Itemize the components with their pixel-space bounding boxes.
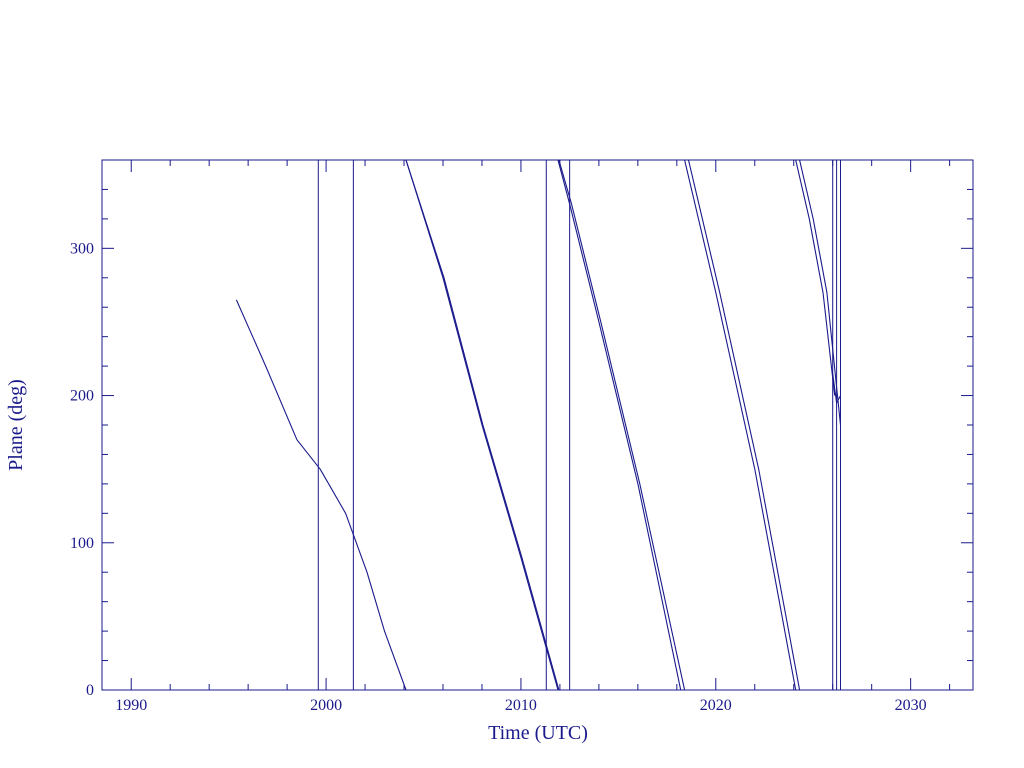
y-tick-label-0: 0: [86, 682, 94, 699]
series-line-3: [557, 159, 682, 691]
series-line-4: [558, 159, 686, 691]
series-line-0: [235, 299, 407, 691]
x-tick-label-2000: 2000: [310, 697, 342, 714]
series-line-6: [687, 159, 801, 691]
series-line-2: [405, 159, 560, 691]
x-tick-label-2030: 2030: [895, 697, 927, 714]
x-axis-label: Time (UTC): [488, 722, 588, 744]
x-tick-label-2020: 2020: [700, 697, 732, 714]
y-tick-label-300: 300: [70, 240, 94, 257]
plot-area: [101, 159, 974, 691]
x-tick-label-2010: 2010: [505, 697, 537, 714]
vertical-lines-group: [317, 160, 841, 690]
y-tick-label-100: 100: [70, 535, 94, 552]
series-line-9: [832, 373, 841, 404]
x-tick-label-1990: 1990: [115, 697, 147, 714]
series-line-8: [799, 159, 842, 426]
y-tick-label-200: 200: [70, 388, 94, 405]
plot-frame: [101, 159, 974, 691]
ticks-group: [102, 159, 973, 691]
series-line-1: [405, 159, 559, 691]
series-line-7: [795, 159, 836, 396]
tick-labels-group: 1990 2000 2010 2020 2030 0 100 200 300: [70, 240, 927, 714]
series-group: [235, 159, 842, 691]
series-line-5: [684, 159, 797, 691]
y-axis-label: Plane (deg): [5, 379, 27, 471]
